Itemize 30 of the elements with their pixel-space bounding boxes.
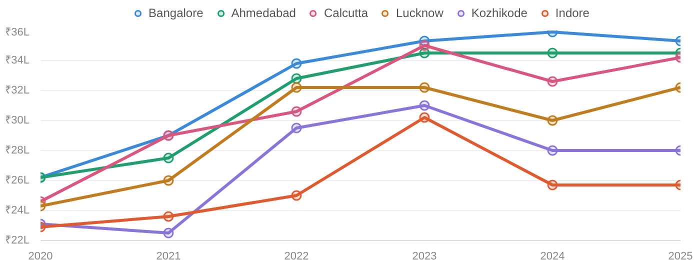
legend-label: Calcutta — [324, 6, 368, 20]
point — [419, 112, 430, 123]
point — [291, 73, 302, 84]
x-tick-label: 2024 — [540, 250, 565, 262]
y-tick-label: ₹26L — [5, 174, 30, 186]
legend-label: Kozhikode — [471, 6, 528, 20]
point — [419, 40, 430, 51]
x-tick-label: 2023 — [412, 250, 437, 262]
legend-label: Ahmedabad — [231, 6, 296, 20]
point — [419, 100, 430, 111]
x-tick-label: 2021 — [156, 250, 181, 262]
y-tick-label: ₹22L — [5, 234, 30, 246]
x-tick-label: 2025 — [668, 250, 693, 262]
point — [291, 106, 302, 117]
legend-label: Bangalore — [148, 6, 204, 20]
point — [291, 58, 302, 69]
y-tick-label: ₹28L — [5, 144, 30, 156]
legend-label: Indore — [555, 6, 590, 20]
x-tick-label: 2022 — [284, 250, 309, 262]
point — [291, 82, 302, 93]
x-tick-label: 2020 — [28, 250, 53, 262]
point — [291, 190, 302, 201]
y-tick-label: ₹36L — [5, 26, 30, 38]
y-tick-label: ₹34L — [5, 54, 30, 66]
y-tick-label: ₹32L — [5, 84, 30, 96]
y-tick-label: ₹30L — [5, 114, 30, 126]
point — [291, 122, 302, 134]
point — [419, 82, 430, 93]
y-tick-label: ₹24L — [5, 204, 30, 216]
legend-label: Lucknow — [396, 6, 444, 20]
